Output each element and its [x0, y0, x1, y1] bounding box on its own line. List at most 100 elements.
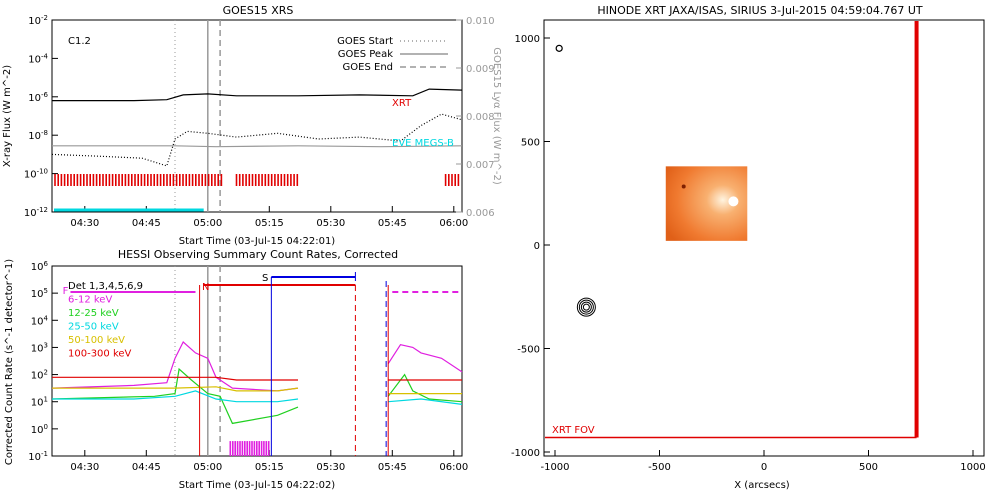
- goes-y2label: GOES15 Lyα Flux (W m^-2): [491, 47, 502, 185]
- hessi-legend-entry: 50-100 keV: [68, 335, 125, 346]
- goes-x-tick-labels: 04:30 04:45 05:00 05:15 05:30 05:45 06:00: [70, 206, 468, 229]
- hessi-x-tick-label: 04:30: [70, 462, 99, 473]
- goes-y-tick-label: 10-12: [24, 206, 48, 219]
- hessi-y-tick-label: 106: [31, 260, 49, 273]
- hessi-legend: Det 1,3,4,5,6,9 6-12 keV 12-25 keV 25-50 ke…: [68, 281, 143, 360]
- goes-eve-label: EVE MEGS-B: [392, 138, 454, 149]
- goes-y-tick-labels: 10-2 10-4 10-6 10-8 10-10 10-12: [24, 14, 58, 219]
- hessi-legend-entry: 25-50 keV: [68, 322, 119, 333]
- goes-ylabel: X-ray Flux (W m^-2): [2, 65, 13, 167]
- hessi-y-tick-label: 103: [31, 341, 48, 354]
- goes-y-tick-label: 10-4: [28, 52, 48, 65]
- goes-x-tick-label: 05:30: [316, 218, 345, 229]
- xrt-bright-point: [728, 196, 739, 207]
- hessi-flag-f-label: F: [63, 286, 69, 297]
- goes-xrt-label: XRT: [392, 98, 412, 109]
- xrt-x-tick-label: 500: [859, 462, 878, 473]
- goes-y-tick-label: 10-10: [24, 168, 48, 181]
- goes-x-tick-label: 05:45: [378, 218, 407, 229]
- xrt-x-tick-labels: -1000 -500 0 500 1000: [540, 450, 986, 473]
- xrt-y-tick-label: 1000: [515, 34, 540, 45]
- hessi-series-100-300-kev: [52, 376, 298, 381]
- goes-plot-frame: [51, 19, 463, 213]
- goes-annotation: C1.2: [68, 36, 91, 47]
- hessi-y-tick-label: 10-1: [28, 450, 48, 463]
- xrt-y-tick-labels: 1000 500 0 -500 -1000: [511, 34, 550, 459]
- xrt-contour: [580, 301, 592, 313]
- goes-red-flags: [54, 174, 460, 186]
- hessi-title: HESSI Observing Summary Count Rates, Cor…: [118, 248, 398, 261]
- xrt-xlabel: X (arcsecs): [734, 480, 790, 491]
- goes-series: [51, 20, 463, 212]
- goes-y-tick-label: 10-2: [28, 14, 48, 27]
- goes-series-line-xrs-long: [52, 88, 463, 102]
- hessi-x-tick-label: 06:00: [439, 462, 468, 473]
- xrt-fov-label: XRT FOV: [552, 425, 595, 436]
- hessi-y-tick-label: 102: [31, 369, 48, 382]
- hessi-series-12-25-kev: [387, 373, 463, 403]
- hessi-legend-entry: 100-300 keV: [68, 349, 132, 360]
- goes-title: GOES15 XRS: [223, 4, 294, 17]
- goes-legend: GOES Start GOES Peak GOES End: [337, 36, 448, 73]
- hessi-x-tick-label: 04:45: [132, 462, 161, 473]
- xrt-y-tick-label: -1000: [511, 448, 540, 459]
- hessi-y-tick-labels: 106 105 104 103 102 101 100 10-1: [28, 260, 58, 463]
- hessi-series-6-12-kev: [387, 344, 463, 373]
- goes-x-tick-label: 04:45: [132, 218, 161, 229]
- goes-y2-tick-label: 0.008: [466, 112, 495, 123]
- xrt-x-tick-label: -500: [648, 462, 671, 473]
- xrt-x-tick-label: 0: [761, 462, 767, 473]
- xrt-dark-spot: [681, 184, 686, 189]
- hessi-ylabel: Corrected Count Rate (s^-1 detector^-1): [4, 259, 15, 465]
- hessi-x-tick-label: 05:15: [255, 462, 284, 473]
- hessi-series-25-50-kev: [388, 398, 463, 405]
- xrt-map-content: [545, 21, 919, 439]
- xrt-y-tick-label: 0: [534, 241, 540, 252]
- goes-legend-label: GOES Peak: [338, 49, 393, 60]
- hessi-series-25-50-kev: [52, 390, 299, 403]
- hessi-series-6-12-kev: [51, 341, 299, 392]
- hessi-y-tick-label: 101: [31, 396, 48, 409]
- hessi-y-tick-label: 100: [31, 423, 48, 436]
- hessi-y-tick-label: 104: [31, 314, 49, 327]
- xrt-contour: [582, 303, 590, 311]
- hessi-flag-bars: F N S: [63, 272, 462, 456]
- hessi-x-tick-label: 05:45: [378, 462, 407, 473]
- goes-y2-tick-label: 0.010: [466, 16, 495, 27]
- goes-legend-label: GOES Start: [337, 36, 393, 47]
- hessi-series-50-100-kev: [52, 386, 299, 392]
- xrt-small-marker: [555, 44, 563, 52]
- hessi-x-tick-label: 05:00: [193, 462, 222, 473]
- xrt-x-tick-label: 1000: [960, 462, 985, 473]
- goes-x-tick-label: 04:30: [70, 218, 99, 229]
- xrt-contour: [578, 299, 594, 315]
- goes-x-tick-label: 05:00: [193, 218, 222, 229]
- hessi-y-tick-label: 105: [31, 287, 48, 300]
- xrt-y-tick-label: 500: [521, 138, 540, 149]
- goes-xlabel: Start Time (03-Jul-15 04:22:01): [179, 236, 336, 247]
- goes-y2-tick-label: 0.006: [466, 208, 495, 219]
- goes-x-tick-label: 06:00: [439, 218, 468, 229]
- hessi-flag-s-label: S: [262, 273, 268, 284]
- hessi-xlabel: Start Time (03-Jul-15 04:22:02): [179, 480, 336, 491]
- xrt-x-tick-label: -1000: [540, 462, 569, 473]
- goes-y2-tick-labels: 0.010 0.009 0.008 0.007 0.006: [456, 16, 495, 219]
- goes-y2-tick-label: 0.009: [466, 64, 495, 75]
- hessi-series: [51, 266, 463, 456]
- hessi-legend-entry: 6-12 keV: [68, 295, 112, 306]
- goes-y2-tick-label: 0.007: [466, 160, 495, 171]
- goes-y-tick-label: 10-6: [28, 91, 48, 104]
- hessi-flag-n-label: N: [202, 282, 209, 293]
- goes-series-line-eve-megs-b: [52, 145, 463, 148]
- goes-legend-label: GOES End: [343, 62, 393, 73]
- hessi-plot-frame: [51, 265, 463, 457]
- xrt-contour: [576, 297, 596, 317]
- xrt-title: HINODE XRT JAXA/ISAS, SIRIUS 3-Jul-2015 …: [597, 4, 923, 17]
- goes-series-line-xrs-short: [51, 113, 463, 167]
- goes-x-tick-label: 05:15: [255, 218, 284, 229]
- goes-y-tick-label: 10-8: [28, 129, 48, 142]
- hessi-legend-entry: 12-25 keV: [68, 308, 119, 319]
- hessi-legend-entry: Det 1,3,4,5,6,9: [68, 281, 143, 292]
- xrt-y-tick-label: -500: [517, 345, 540, 356]
